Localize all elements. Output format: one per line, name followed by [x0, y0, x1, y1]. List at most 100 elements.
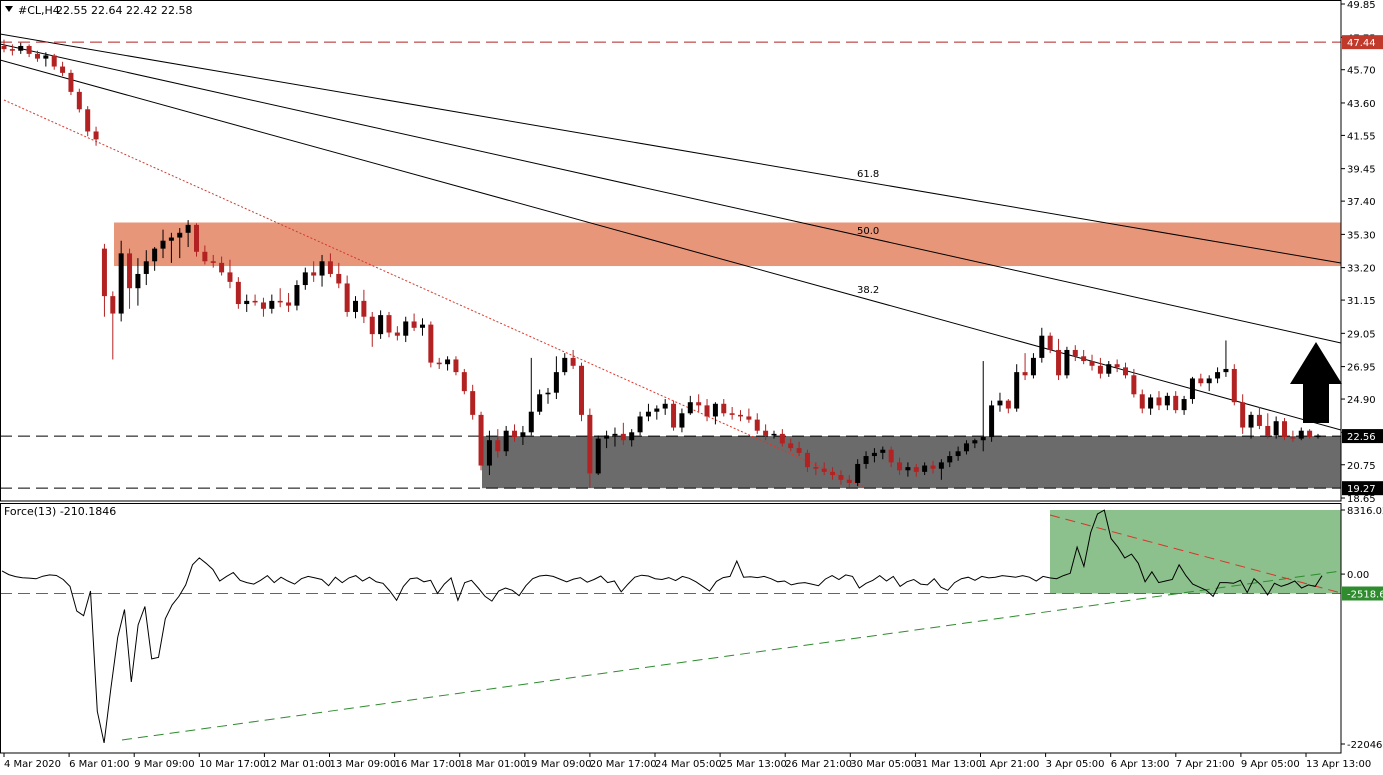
candle-body [1089, 361, 1095, 366]
force-ascending-trendline [121, 570, 1342, 741]
candle-body [210, 261, 216, 263]
candle-body [1, 45, 7, 50]
candle [1265, 413, 1271, 439]
candle [168, 232, 174, 263]
candle [604, 430, 610, 449]
candle [671, 400, 677, 431]
candle [1223, 340, 1229, 377]
x-tick-label: 24 Mar 05:00 [655, 759, 722, 770]
candle-body [738, 414, 744, 417]
candle [286, 292, 292, 312]
candle-body [746, 416, 752, 420]
candle-body [277, 300, 283, 303]
candle-body [411, 321, 417, 328]
candle-body [235, 281, 241, 305]
candle [252, 294, 258, 306]
x-tick-label: 1 Apr 21:00 [981, 759, 1040, 770]
candle [110, 291, 116, 360]
candle-body [110, 296, 116, 314]
candle-body [361, 300, 367, 317]
candle [219, 256, 225, 276]
candle-body [528, 411, 534, 433]
candle-body [286, 302, 292, 306]
y-tick-label: 41.55 [1347, 131, 1376, 142]
candle-body [1047, 335, 1053, 350]
candle [645, 403, 651, 422]
candle [838, 470, 844, 485]
candle [763, 424, 769, 441]
candle [587, 408, 593, 488]
candle-body [963, 443, 969, 452]
candle [905, 462, 911, 477]
candle-body [26, 45, 32, 54]
price-label-2: 19.27 [1342, 481, 1383, 496]
y-tick-label: 33.20 [1347, 264, 1376, 275]
candle [562, 353, 568, 376]
candle [302, 267, 308, 290]
candle [361, 289, 367, 324]
candle-body [294, 285, 300, 306]
candle [754, 413, 760, 434]
candle-body [344, 283, 350, 312]
candle-body [679, 413, 685, 428]
candle [913, 463, 919, 477]
price-label-text: 47.44 [1347, 38, 1376, 49]
candle-body [18, 45, 24, 51]
candle-body [654, 408, 660, 412]
candle-body [512, 430, 518, 438]
candle-body [553, 372, 559, 393]
candle [336, 262, 342, 289]
x-tick-label: 13 Mar 09:00 [330, 759, 397, 770]
candle-body [620, 433, 626, 441]
red-dotted-trendline [3, 99, 866, 488]
candle [1014, 364, 1020, 412]
candle [595, 435, 601, 476]
candle [846, 475, 852, 488]
candle [1231, 364, 1237, 406]
candle [696, 394, 702, 412]
candle [1248, 411, 1254, 439]
candle-body [152, 248, 158, 262]
candle-body [1156, 397, 1162, 406]
candle-body [1148, 397, 1154, 409]
x-tick-label: 30 Mar 05:00 [850, 759, 917, 770]
candle [486, 430, 492, 476]
candle-body [202, 251, 208, 262]
candle [495, 429, 501, 458]
candle [863, 451, 869, 469]
candle [428, 321, 434, 368]
x-tick-label: 3 Apr 05:00 [1046, 759, 1105, 770]
candle-body [813, 467, 819, 469]
candle-body [788, 443, 794, 449]
candle-body [9, 49, 15, 51]
candle [411, 313, 417, 331]
force-y-tick-label: 8316.023 [1347, 506, 1383, 517]
y-tick-label: 29.05 [1347, 329, 1376, 340]
candle-body [997, 400, 1003, 406]
candle-body [470, 391, 476, 415]
candle [26, 44, 32, 58]
candle-body [394, 332, 400, 336]
x-tick-label: 25 Mar 13:00 [720, 759, 787, 770]
candle [938, 459, 944, 480]
candle-body [336, 273, 342, 284]
price-panel-frame [0, 0, 1342, 502]
candle-body [645, 411, 651, 417]
candle-body [671, 403, 677, 428]
candle [779, 429, 785, 447]
candle-body [537, 394, 543, 412]
candle [1290, 430, 1296, 442]
candle-body [302, 272, 308, 286]
candle [386, 311, 392, 338]
candle-body [453, 359, 459, 373]
candle-body [43, 55, 49, 59]
x-tick-label: 16 Mar 17:00 [395, 759, 462, 770]
candle [830, 467, 836, 480]
candle [1256, 406, 1262, 430]
candle-body [177, 232, 183, 238]
candle [60, 61, 66, 77]
axes [0, 0, 1345, 757]
candle [1315, 433, 1321, 439]
force-indicator-title: Force(13) -210.1846 [4, 505, 116, 518]
